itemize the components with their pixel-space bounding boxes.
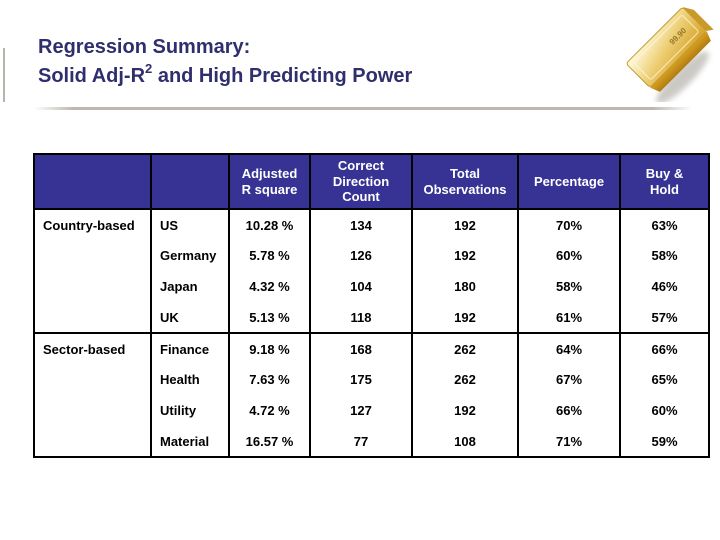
table-cell: 7.63 % (228, 364, 311, 395)
table-cell: 64% (517, 332, 621, 364)
left-edge-mark (3, 48, 5, 102)
table-cell: 4.32 % (228, 271, 311, 302)
table-row-finance: Sector-based Finance 9.18 % 168 262 64% … (33, 332, 710, 457)
table-row-us: Country-based US 10.28 % 134 192 70% 63% (33, 208, 710, 333)
table-cell: 10.28 % (228, 208, 311, 240)
table-cell: 180 (411, 271, 519, 302)
table-cell: 5.13 % (228, 302, 311, 333)
col-header-buy-and-hold: Buy & Hold (619, 154, 710, 210)
table-cell: 46% (619, 271, 710, 302)
table-cell: 65% (619, 364, 710, 395)
table-cell: 192 (411, 240, 519, 271)
table-cell: 4.72 % (228, 395, 311, 426)
table-row-material: Material 16.57 % 77 108 71% 59% (34, 426, 710, 457)
table-cell: 192 (411, 302, 519, 333)
regression-table: Adjusted R square Correct Direction Coun… (33, 153, 710, 458)
table-row-utility: Utility 4.72 % 127 192 66% 60% (34, 395, 710, 426)
table-header-row: Adjusted R square Correct Direction Coun… (33, 154, 710, 210)
row-name-cell: UK (150, 302, 230, 333)
row-name-cell: Health (150, 364, 230, 395)
table-cell: 60% (619, 395, 710, 426)
adj-r2-superscript: 2 (145, 61, 153, 77)
row-name-cell: Japan (150, 271, 230, 302)
col-header-blank-group (33, 154, 152, 210)
table-cell: 58% (619, 240, 710, 271)
table-cell: 16.57 % (228, 426, 311, 457)
table-cell: 58% (517, 271, 621, 302)
table-cell: 66% (517, 395, 621, 426)
table-cell: 262 (411, 332, 519, 364)
table-cell: 134 (309, 208, 413, 240)
table-row-germany: Germany 5.78 % 126 192 60% 58% (34, 240, 710, 271)
col-header-total-observations: Total Observations (411, 154, 519, 210)
row-name-cell: US (150, 208, 230, 240)
table-cell: 175 (309, 364, 413, 395)
table-cell: 118 (309, 302, 413, 333)
table-cell: 192 (411, 395, 519, 426)
table-cell: 60% (517, 240, 621, 271)
table-row-japan: Japan 4.32 % 104 180 58% 46% (34, 271, 710, 302)
table-cell: 71% (517, 426, 621, 457)
table-cell: 61% (517, 302, 621, 333)
table-cell: 127 (309, 395, 413, 426)
table-cell: 59% (619, 426, 710, 457)
row-name-cell: Material (150, 426, 230, 457)
col-header-blank-name (150, 154, 230, 210)
group-label-country-based: Country-based (33, 208, 152, 333)
group-label-sector-based: Sector-based (33, 332, 152, 457)
table-cell: 67% (517, 364, 621, 395)
table-cell: 126 (309, 240, 413, 271)
row-name-cell: Utility (150, 395, 230, 426)
table-cell: 77 (309, 426, 413, 457)
col-header-adjusted-r-square: Adjusted R square (228, 154, 311, 210)
table-cell: 262 (411, 364, 519, 395)
table-cell: 104 (309, 271, 413, 302)
table-cell: 9.18 % (228, 332, 311, 364)
table-cell: 63% (619, 208, 710, 240)
table-cell: 192 (411, 208, 519, 240)
row-name-cell: Germany (150, 240, 230, 271)
title-line-2: Solid Adj-R2 and High Predicting Power (38, 61, 413, 87)
table-cell: 66% (619, 332, 710, 364)
table-cell: 70% (517, 208, 621, 240)
table-row-uk: UK 5.13 % 118 192 61% 57% (34, 302, 710, 333)
gold-bar-icon: 99.90 (626, 6, 714, 102)
col-header-percentage: Percentage (517, 154, 621, 210)
table-cell: 168 (309, 332, 413, 364)
col-header-correct-direction-count: Correct Direction Count (309, 154, 413, 210)
slide-title: Regression Summary: Solid Adj-R2 and Hig… (38, 33, 412, 91)
table-cell: 5.78 % (228, 240, 311, 271)
table-row-health: Health 7.63 % 175 262 67% 65% (34, 364, 710, 395)
table-cell: 57% (619, 302, 710, 333)
band-drop-shadow (34, 107, 692, 110)
table-cell: 108 (411, 426, 519, 457)
band-highlight-line (263, 0, 266, 104)
title-line-1: Regression Summary: (38, 36, 251, 58)
row-name-cell: Finance (150, 332, 230, 364)
